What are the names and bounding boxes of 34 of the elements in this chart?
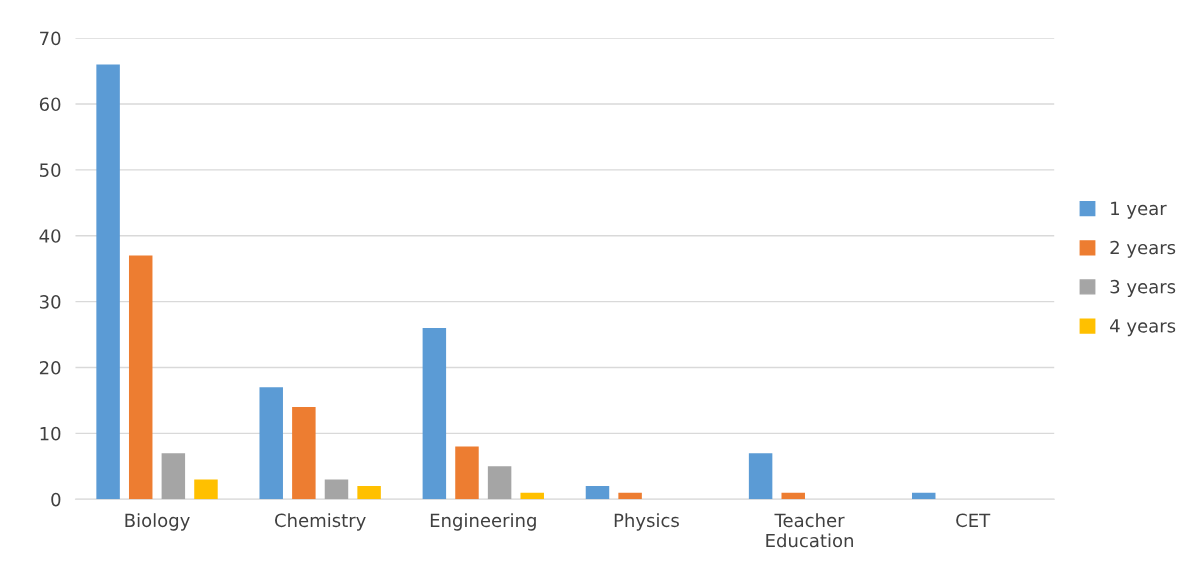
bar [194, 479, 218, 500]
bar [520, 492, 544, 500]
x-tick-label: Teacher Education [766, 513, 853, 548]
bar [748, 453, 773, 500]
bar [781, 492, 805, 500]
bar [422, 327, 447, 500]
legend-label: 2 years [1110, 240, 1176, 258]
y-tick-label: 10 [40, 426, 61, 441]
y-tick-label: 40 [39, 229, 61, 243]
bar [357, 486, 381, 500]
bar [618, 492, 642, 500]
bar [128, 255, 153, 500]
x-tick-label: CET [956, 513, 991, 528]
bar [292, 407, 316, 500]
legend-label: 3 years [1110, 279, 1176, 297]
y-tick-label: 20 [39, 360, 61, 375]
bar [96, 64, 120, 500]
bar [585, 486, 610, 500]
y-tick-label: 50 [40, 163, 61, 177]
y-tick-label: 30 [39, 295, 61, 309]
y-tick-label: 60 [39, 97, 61, 112]
bar [259, 387, 283, 500]
x-tick-label: Physics [614, 513, 679, 531]
y-tick-label: 70 [40, 31, 61, 46]
bar [455, 446, 479, 500]
x-tick-label: Chemistry [275, 513, 366, 531]
legend-label: 4 years [1110, 319, 1176, 337]
x-tick-label: Biology [125, 513, 190, 531]
bar [161, 453, 186, 500]
bar [487, 466, 512, 500]
bar [324, 479, 349, 500]
x-tick-label: Engineering [430, 513, 536, 531]
y-tick-label: 0 [51, 492, 61, 507]
legend-label: 1 year [1111, 201, 1167, 219]
